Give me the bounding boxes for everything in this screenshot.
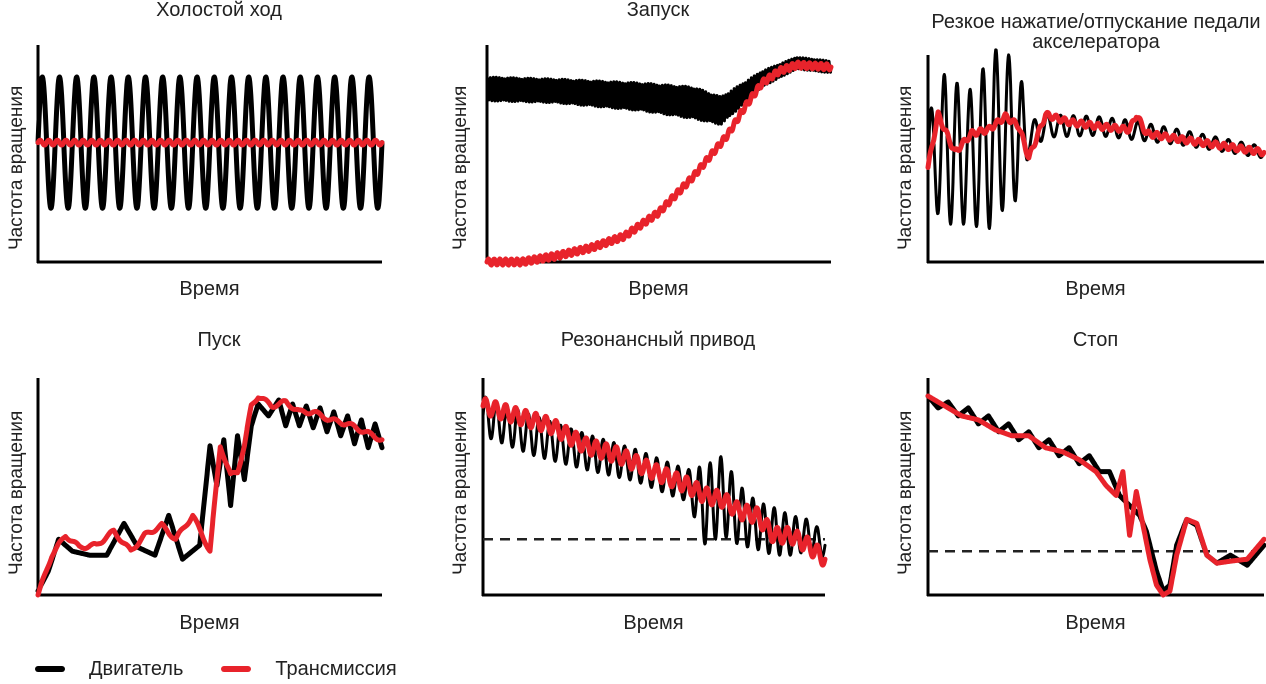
chart-title: Стоп: [1072, 329, 1119, 351]
x-axis-label: Время: [1065, 612, 1126, 634]
chart-title: Резонансный привод: [560, 329, 756, 351]
series-line-transmission: [484, 59, 834, 268]
series-line-transmission: [35, 137, 385, 148]
y-axis-label: Частота вращения: [450, 85, 471, 250]
chart-panel-idle: Холостой ход Частота вращения Время: [0, 0, 420, 330]
chart-title: Резкое нажатие/отпускание педали акселер…: [931, 11, 1261, 53]
plot-throttle: [925, 48, 1266, 264]
y-axis-label: Частота вращения: [450, 410, 471, 575]
chart-panel-resonance: Резонансный привод Частота вращения Врем…: [440, 330, 860, 650]
x-axis-label: Время: [623, 612, 684, 634]
plot-resonance: [480, 378, 828, 597]
plot-launch: [35, 378, 385, 598]
plot-idle: [35, 45, 385, 264]
chart-title: Запуск: [626, 0, 690, 21]
y-axis-label: Частота вращения: [6, 410, 27, 575]
series-line-transmission: [925, 109, 1266, 170]
x-axis-label: Время: [179, 278, 240, 300]
legend-swatch-engine: [35, 666, 65, 672]
chart-title: Пуск: [197, 329, 241, 351]
y-axis-label: Частота вращения: [6, 85, 27, 250]
chart-panel-stop: Стоп Частота вращения Время: [885, 330, 1266, 650]
y-axis-label: Частота вращения: [895, 85, 916, 250]
x-axis-label: Время: [1065, 278, 1126, 300]
y-axis-label: Частота вращения: [895, 410, 916, 575]
legend-label-transmission: Трансмиссия: [275, 657, 397, 680]
chart-title: Холостой ход: [156, 0, 282, 21]
legend: Двигатель Трансмиссия: [35, 656, 435, 682]
plot-stop: [925, 378, 1266, 598]
series-line-engine: [926, 48, 1266, 230]
legend-item-engine: Двигатель: [35, 658, 183, 681]
series-line-transmission: [925, 393, 1266, 598]
x-axis-label: Время: [628, 278, 689, 300]
legend-label-engine: Двигатель: [89, 657, 184, 680]
legend-swatch-transmission: [221, 666, 252, 672]
x-axis-label: Время: [179, 612, 240, 634]
chart-panel-start: Запуск Частота вращения Время: [440, 0, 860, 330]
series-line-transmission: [480, 396, 828, 568]
chart-panel-launch: Пуск Частота вращения Время: [0, 330, 420, 650]
plot-start: [484, 45, 834, 268]
series-line-transmission: [35, 395, 385, 598]
series-line-engine: [35, 397, 385, 594]
legend-item-transmission: Трансмиссия: [221, 657, 397, 681]
chart-panel-throttle: Резкое нажатие/отпускание педали акселер…: [885, 0, 1266, 330]
